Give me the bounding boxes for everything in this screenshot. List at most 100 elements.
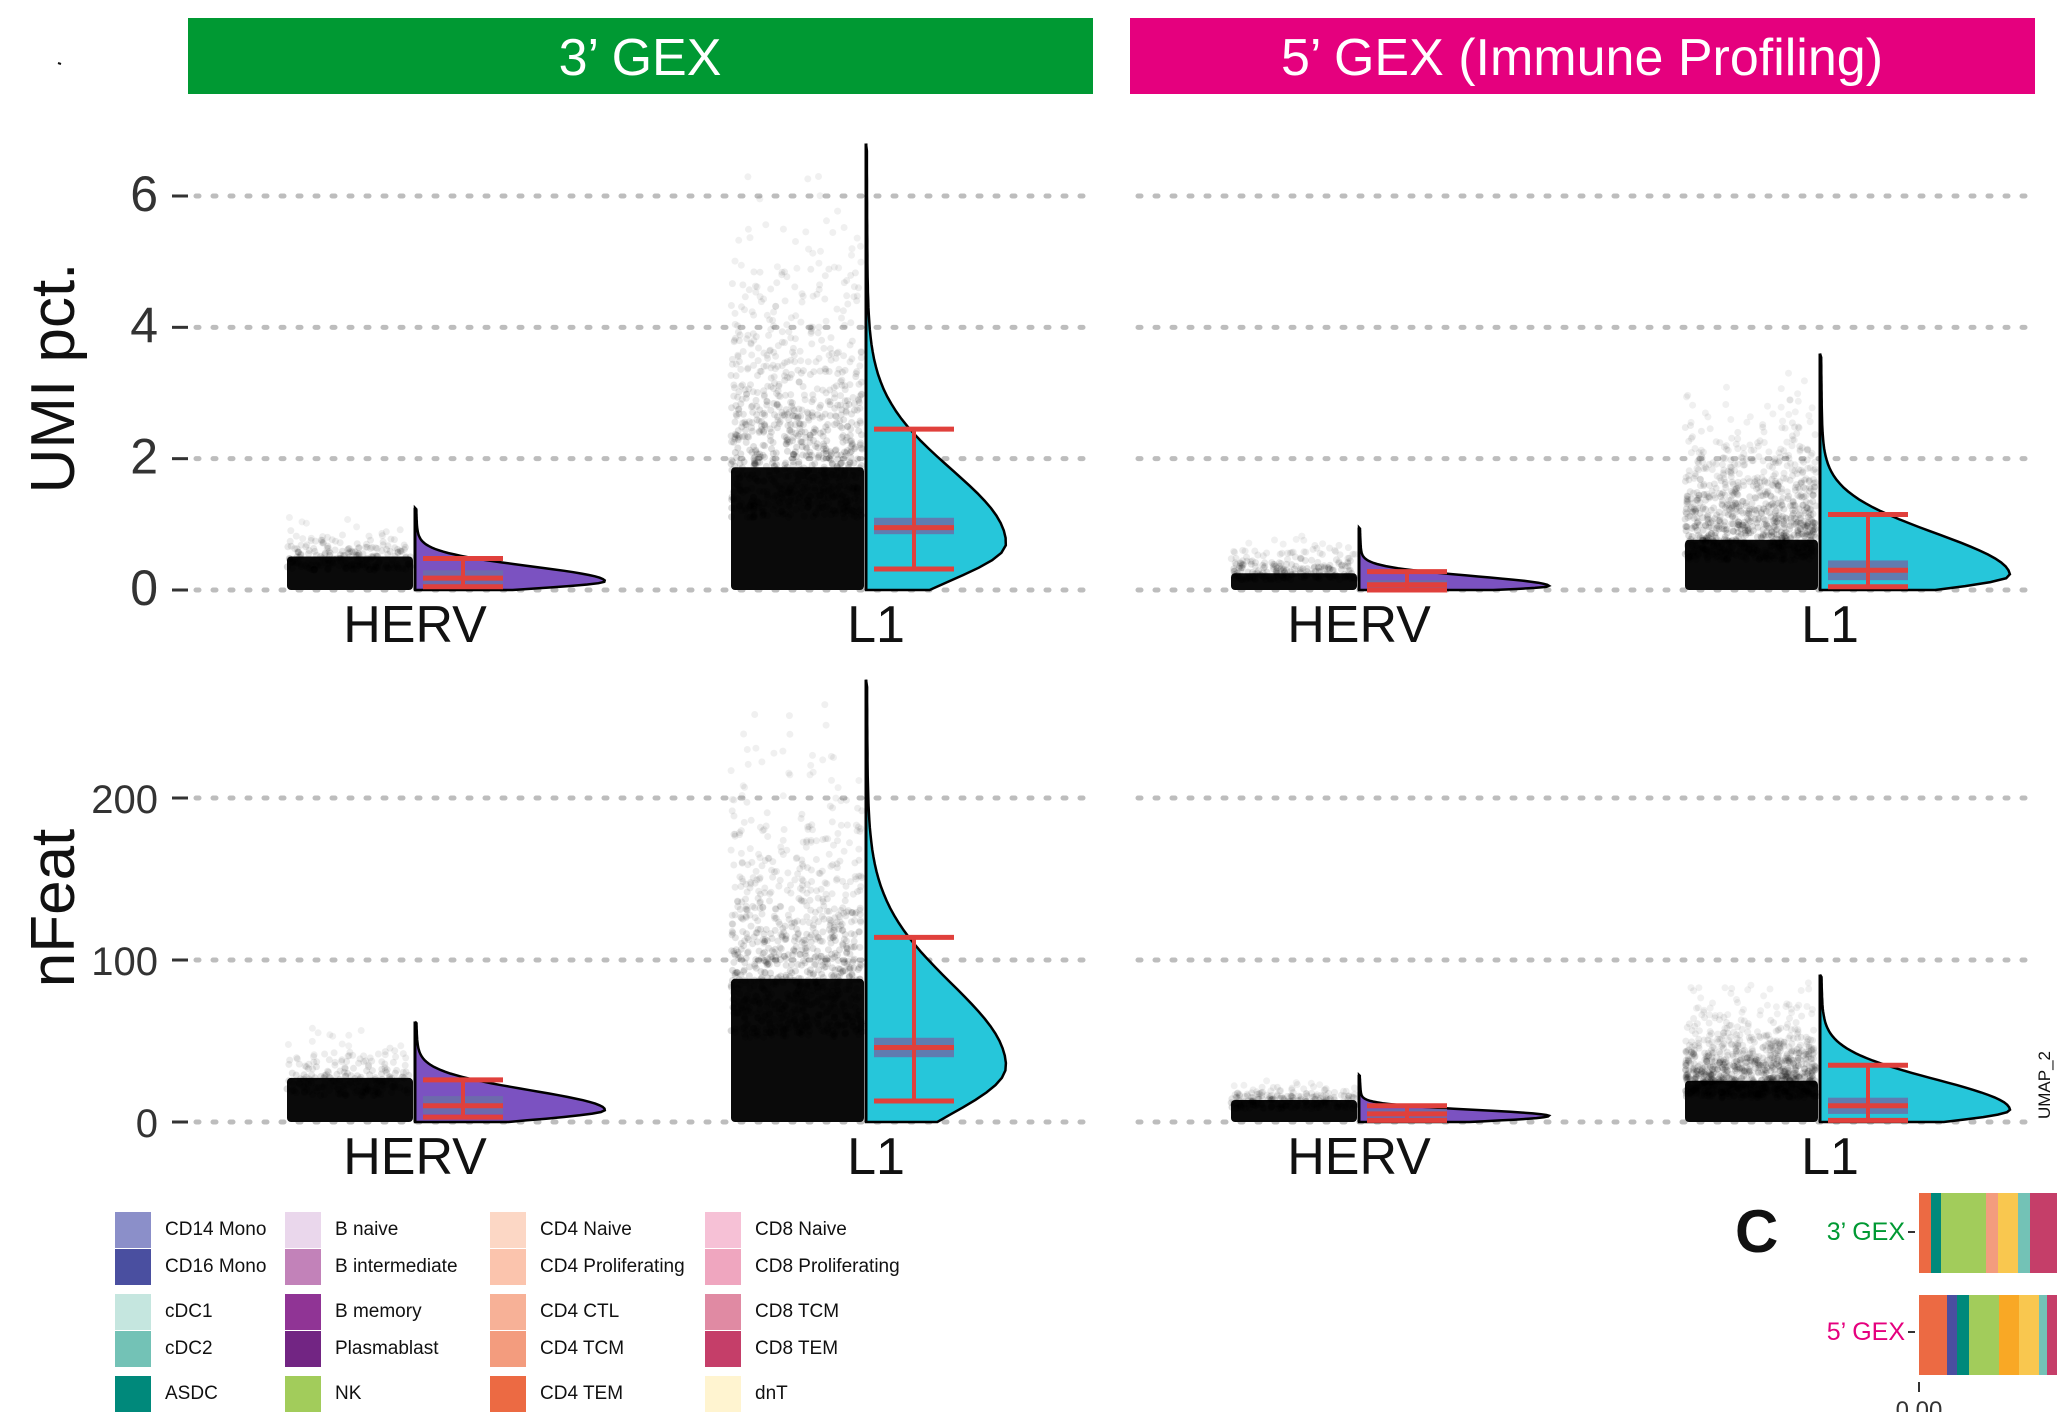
data-point <box>1749 1050 1757 1058</box>
data-point <box>1347 574 1354 582</box>
data-point <box>809 323 817 331</box>
data-point <box>748 496 756 504</box>
data-point <box>1766 551 1774 559</box>
data-point <box>1795 1001 1803 1009</box>
data-point <box>367 555 375 563</box>
data-point <box>849 471 857 479</box>
legend-item: CD8 Naive <box>705 1212 847 1248</box>
data-point <box>1329 574 1336 581</box>
data-point <box>731 418 739 426</box>
data-point <box>829 483 837 491</box>
data-point <box>794 490 802 498</box>
data-point <box>727 1027 735 1035</box>
data-point <box>782 440 790 448</box>
data-point <box>1315 567 1323 575</box>
data-point <box>743 934 751 942</box>
data-point <box>850 937 858 945</box>
data-point <box>1694 551 1702 558</box>
data-point <box>810 437 817 444</box>
data-point <box>1809 518 1817 526</box>
data-point <box>1807 536 1815 544</box>
data-point <box>1696 509 1704 517</box>
data-point <box>391 1069 399 1077</box>
data-point <box>748 498 755 506</box>
data-point <box>842 912 850 920</box>
data-point <box>731 934 739 942</box>
data-point <box>785 1024 793 1032</box>
data-point <box>373 1078 380 1086</box>
data-point <box>1809 510 1817 518</box>
data-point <box>815 451 823 459</box>
data-point <box>299 1083 307 1091</box>
data-point <box>1786 476 1794 484</box>
data-point <box>1790 543 1798 551</box>
data-point <box>839 307 847 315</box>
data-point <box>834 455 842 463</box>
data-point <box>822 1009 830 1017</box>
data-point <box>394 549 402 557</box>
data-point <box>796 430 804 438</box>
data-point <box>1782 537 1790 545</box>
data-point <box>1302 1101 1310 1109</box>
data-point <box>317 536 325 544</box>
data-point <box>1771 455 1779 463</box>
data-point <box>402 554 410 562</box>
data-point <box>1774 1051 1782 1059</box>
data-point <box>326 1031 334 1039</box>
data-point <box>820 471 828 479</box>
data-point <box>852 875 860 883</box>
data-point <box>797 420 805 428</box>
data-point <box>833 474 841 481</box>
data-point <box>826 802 834 810</box>
data-point <box>1701 537 1709 545</box>
legend-item: CD4 CTL <box>490 1294 619 1330</box>
data-point <box>1710 491 1718 499</box>
data-point <box>1699 536 1707 544</box>
data-point <box>856 943 864 951</box>
data-point <box>748 997 756 1005</box>
data-point <box>803 408 811 416</box>
data-point <box>768 475 776 483</box>
data-point <box>828 1022 836 1030</box>
data-point <box>850 400 858 408</box>
data-point <box>828 460 836 468</box>
data-point <box>800 391 808 399</box>
data-point <box>756 890 764 898</box>
data-point <box>754 894 762 902</box>
legend-item: dnT <box>705 1376 788 1412</box>
data-point <box>791 283 799 291</box>
data-point <box>354 557 362 565</box>
data-point <box>751 1029 759 1037</box>
data-point <box>753 450 761 458</box>
data-point <box>772 914 780 922</box>
data-point <box>1790 1059 1797 1067</box>
data-point <box>848 437 855 445</box>
data-point <box>1282 1101 1290 1109</box>
data-point <box>848 355 856 363</box>
data-point <box>781 465 788 473</box>
data-point <box>1331 572 1339 580</box>
data-point <box>855 1007 863 1015</box>
data-point <box>1326 561 1334 569</box>
data-point <box>1276 1094 1284 1102</box>
data-point <box>749 1025 757 1032</box>
data-point <box>1288 549 1296 557</box>
data-point <box>326 559 334 567</box>
data-point <box>827 928 835 936</box>
data-point <box>1707 1075 1715 1083</box>
data-point <box>827 511 835 519</box>
data-point <box>1278 1105 1285 1113</box>
data-point <box>838 381 846 389</box>
data-point <box>1682 523 1690 530</box>
data-point <box>1248 1097 1256 1105</box>
data-point <box>1719 489 1727 497</box>
data-point <box>1762 491 1770 499</box>
data-point <box>1253 569 1261 577</box>
data-point <box>363 1067 371 1075</box>
data-point <box>851 859 859 867</box>
data-point <box>828 950 836 958</box>
data-point <box>796 1029 804 1037</box>
data-point <box>1297 555 1305 563</box>
data-point <box>793 414 801 422</box>
data-point <box>1713 543 1721 551</box>
